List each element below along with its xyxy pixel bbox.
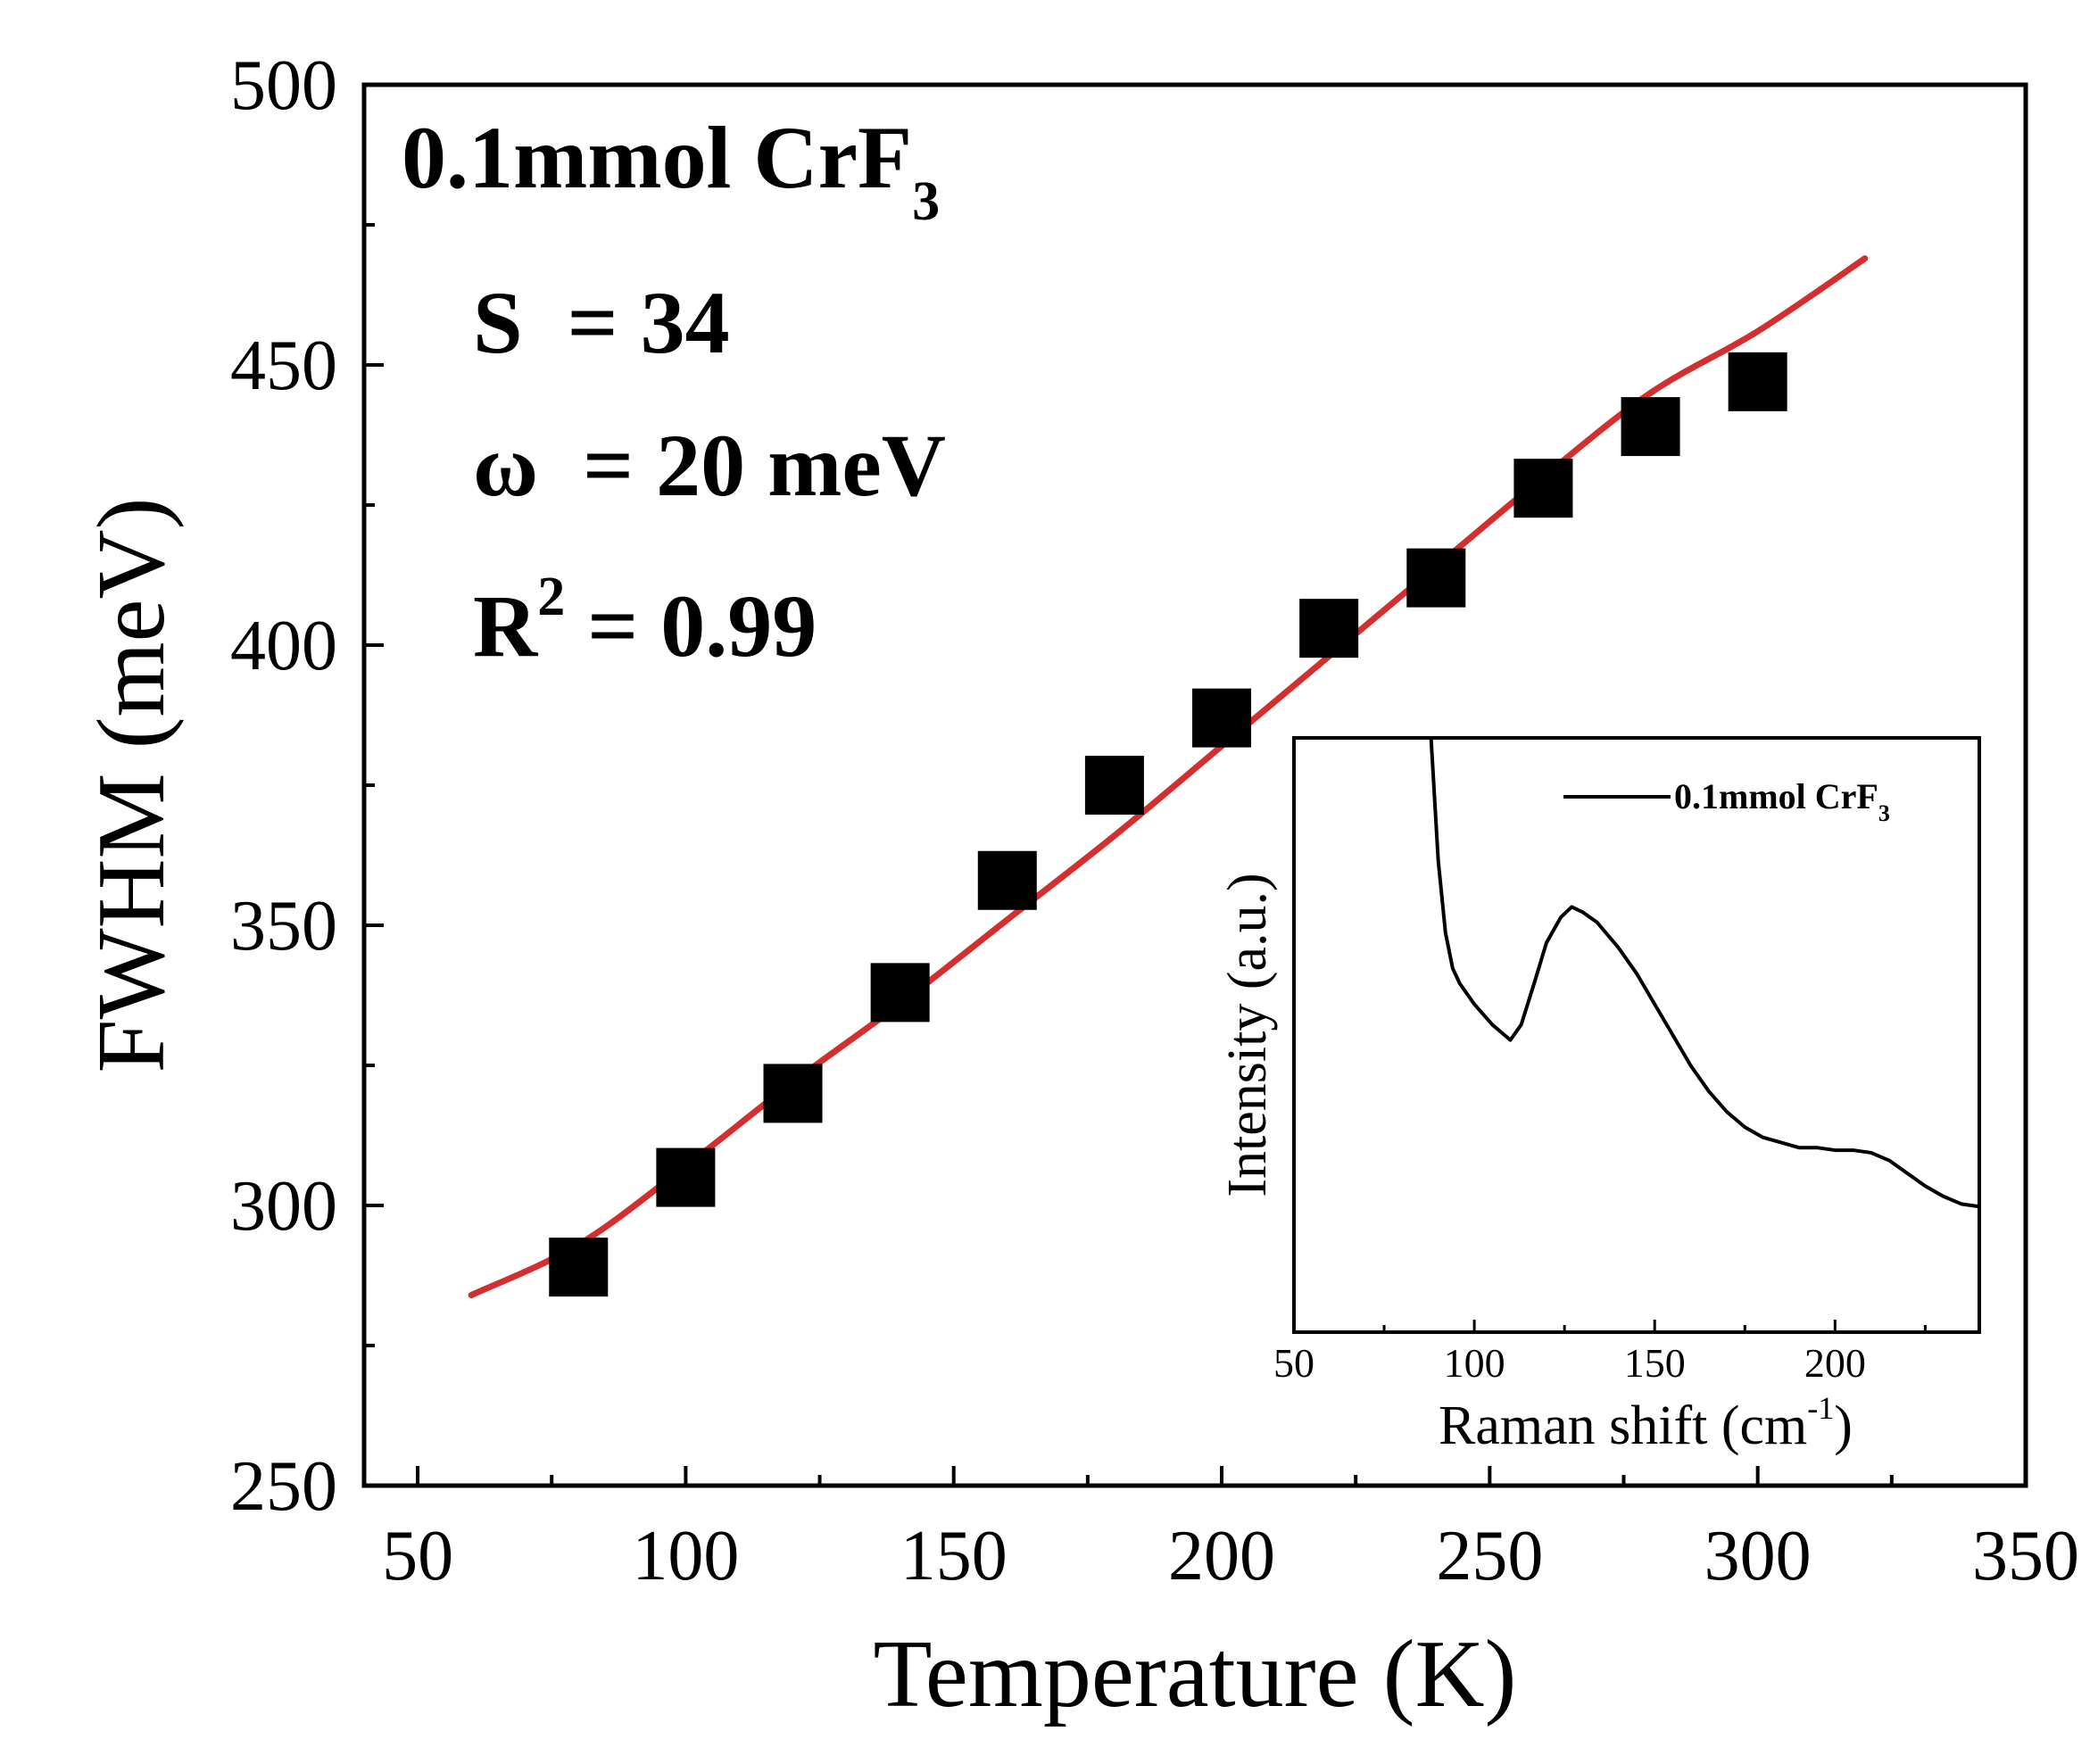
data-point-marker xyxy=(870,963,930,1023)
inset-axis-ticks: 50 100 150 200 xyxy=(1273,1320,1927,1386)
x-axis-label: Temperature (K) xyxy=(873,1621,1516,1727)
inset-legend: 0.1mmol CrF3 xyxy=(1563,776,1890,826)
data-point-marker xyxy=(977,850,1037,910)
r-squared-annotation: R2 = 0.99 xyxy=(473,567,817,675)
data-markers-layer xyxy=(549,352,1787,1297)
inset-legend-label: 0.1mmol CrF3 xyxy=(1674,776,1890,826)
data-point-marker xyxy=(1513,459,1573,518)
s-parameter-annotation: S = 34 xyxy=(473,273,730,372)
inset-chart: 50 100 150 200 0.1mmol CrF3 Raman shift (cm… xyxy=(1217,736,1981,1456)
y-axis-label: FWHM (meV) xyxy=(79,498,185,1073)
inset-background xyxy=(1294,738,1979,1332)
inset-spectrum-layer xyxy=(1429,737,1980,1209)
sample-annotation: 0.1mmol CrF3 xyxy=(402,108,940,232)
y-tick-label: 500 xyxy=(230,46,337,125)
data-point-marker xyxy=(1406,548,1466,608)
inset-x-axis-label-superscript: -1 xyxy=(1807,1390,1834,1426)
inset-x-tick-label: 100 xyxy=(1444,1340,1505,1386)
data-point-marker xyxy=(1084,756,1144,815)
inset-x-axis-label: Raman shift (cm-1) xyxy=(1439,1390,1853,1456)
data-point-marker xyxy=(1621,397,1680,457)
inset-x-tick-label: 150 xyxy=(1624,1340,1686,1386)
y-tick-label: 300 xyxy=(230,1167,337,1246)
inset-legend-label-main: 0.1mmol CrF xyxy=(1674,776,1878,816)
inset-x-tick-label: 200 xyxy=(1804,1340,1866,1386)
r-squared-superscript: 2 xyxy=(537,567,565,627)
data-point-marker xyxy=(763,1064,823,1123)
x-tick-label: 150 xyxy=(900,1517,1008,1595)
inset-legend-label-subscript: 3 xyxy=(1878,800,1890,826)
x-tick-label: 350 xyxy=(1972,1517,2079,1595)
y-tick-label: 400 xyxy=(230,607,337,685)
inset-y-axis-label: Intensity (a.u.) xyxy=(1217,873,1278,1197)
x-tick-label: 250 xyxy=(1436,1517,1543,1595)
inset-x-axis-label-end: ) xyxy=(1834,1395,1853,1456)
fit-annotations: 0.1mmol CrF3 S = 34 ω = 20 meV R2 = 0.99 xyxy=(402,108,946,675)
inset-x-axis-label-main: Raman shift (cm xyxy=(1439,1395,1807,1456)
inset-spectrum-line xyxy=(1429,737,1980,1209)
omega-parameter-annotation: ω = 20 meV xyxy=(473,416,946,515)
x-tick-label: 300 xyxy=(1704,1517,1812,1595)
data-point-marker xyxy=(656,1147,716,1207)
x-tick-label: 100 xyxy=(632,1517,739,1595)
data-point-marker xyxy=(1728,352,1787,411)
data-point-marker xyxy=(549,1238,609,1297)
y-tick-label: 250 xyxy=(230,1447,337,1526)
data-point-marker xyxy=(1192,688,1252,748)
x-tick-label: 50 xyxy=(382,1517,453,1595)
sample-annotation-subscript: 3 xyxy=(912,171,940,232)
r-squared-value: = 0.99 xyxy=(565,576,817,675)
sample-annotation-main: 0.1mmol CrF xyxy=(402,108,912,207)
r-squared-symbol: R xyxy=(473,576,539,675)
inset-plot-frame xyxy=(1292,736,1981,1334)
data-point-marker xyxy=(1299,599,1359,658)
inset-x-tick-label: 50 xyxy=(1273,1340,1314,1386)
x-tick-label: 200 xyxy=(1168,1517,1275,1595)
y-tick-label: 450 xyxy=(230,327,337,405)
y-tick-label: 350 xyxy=(230,887,337,965)
